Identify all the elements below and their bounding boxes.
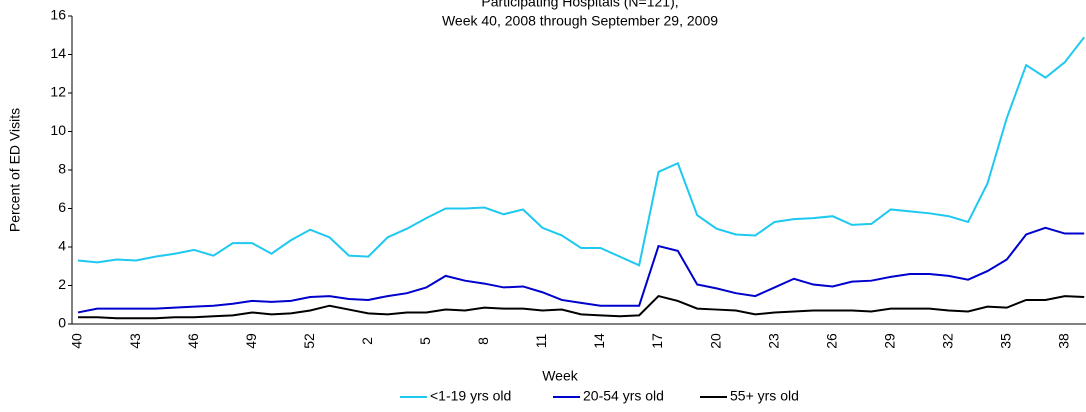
x-tick-label: 49 bbox=[243, 333, 259, 349]
x-tick-label: 17 bbox=[649, 333, 665, 349]
series-line bbox=[78, 294, 1085, 320]
x-tick-label: 29 bbox=[881, 333, 897, 349]
y-tick-label: 8 bbox=[58, 161, 66, 177]
x-tick-label: 43 bbox=[127, 333, 143, 349]
y-tick-label: 0 bbox=[58, 315, 66, 331]
x-axis-title: Week bbox=[542, 368, 579, 384]
x-tick-label: 5 bbox=[417, 337, 433, 345]
y-tick-label: 14 bbox=[50, 45, 66, 61]
legend-label: <1-19 yrs old bbox=[430, 388, 511, 404]
y-tick-label: 4 bbox=[58, 238, 66, 254]
chart-title: Participating Hospitals (N=121), bbox=[481, 0, 678, 10]
series-line bbox=[77, 226, 1085, 314]
y-axis-title: Percent of ED Visits bbox=[7, 108, 23, 232]
x-tick-label: 40 bbox=[69, 333, 85, 349]
x-tick-label: 38 bbox=[1056, 333, 1072, 349]
x-tick-label: 46 bbox=[185, 333, 201, 349]
y-tick-label: 12 bbox=[50, 84, 66, 100]
legend-label: 55+ yrs old bbox=[730, 388, 799, 404]
x-tick-label: 52 bbox=[301, 333, 317, 349]
chart-subtitle: Week 40, 2008 through September 29, 2009 bbox=[442, 13, 718, 29]
x-tick-label: 14 bbox=[591, 333, 607, 349]
x-tick-label: 11 bbox=[533, 334, 549, 349]
x-tick-label: 8 bbox=[475, 337, 491, 345]
x-tick-label: 32 bbox=[939, 333, 955, 349]
x-tick-label: 26 bbox=[823, 333, 839, 349]
series-line bbox=[77, 36, 1085, 267]
y-tick-label: 16 bbox=[50, 7, 66, 23]
x-tick-label: 23 bbox=[765, 333, 781, 349]
x-tick-label: 20 bbox=[707, 333, 723, 349]
y-tick-label: 2 bbox=[58, 276, 66, 292]
y-tick-label: 6 bbox=[58, 199, 66, 215]
y-tick-label: 10 bbox=[50, 122, 66, 138]
x-tick-label: 35 bbox=[998, 333, 1014, 349]
legend-label: 20-54 yrs old bbox=[583, 388, 664, 404]
x-tick-label: 2 bbox=[359, 337, 375, 345]
